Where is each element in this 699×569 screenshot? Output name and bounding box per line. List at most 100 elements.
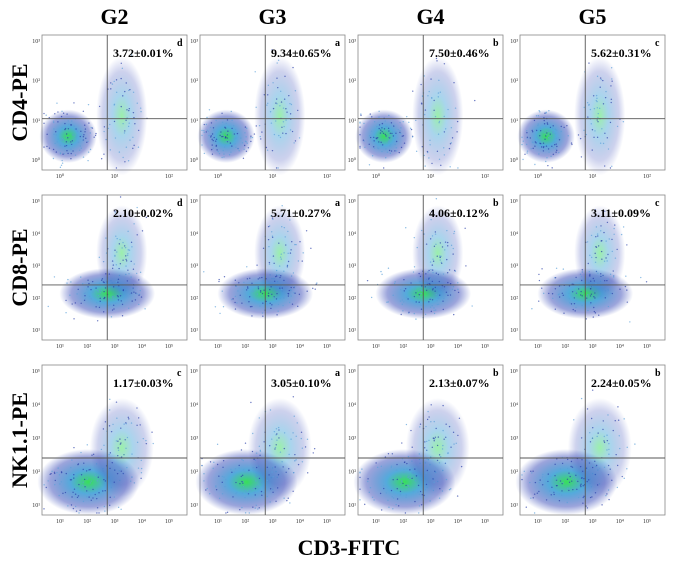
event-dot: [372, 146, 375, 148]
event-dot: [67, 505, 69, 507]
event-dot: [280, 288, 283, 291]
event-dot: [70, 142, 73, 145]
event-dot: [452, 247, 454, 250]
event-dot: [439, 256, 441, 259]
event-dot: [114, 137, 117, 139]
event-dot: [73, 125, 75, 127]
event-dot: [255, 106, 257, 108]
event-dot: [554, 463, 556, 466]
event-dot: [136, 102, 138, 104]
event-dot: [152, 442, 154, 445]
event-dot: [131, 246, 133, 248]
event-dot: [569, 475, 571, 478]
event-dot: [249, 489, 251, 492]
event-dot: [130, 260, 132, 263]
event-dot: [113, 496, 115, 498]
event-dot: [554, 308, 557, 310]
event-dot: [288, 301, 291, 304]
event-dot: [563, 126, 565, 129]
event-dot: [526, 130, 528, 132]
event-dot: [577, 288, 580, 290]
x-tick-label: 10²: [241, 519, 249, 525]
event-dot: [437, 273, 440, 276]
significance-letter: c: [655, 198, 660, 209]
event-dot: [128, 249, 131, 251]
event-dot: [442, 444, 444, 447]
event-dot: [368, 135, 371, 137]
event-dot: [413, 266, 416, 268]
event-dot: [261, 294, 263, 297]
event-dot: [289, 102, 291, 105]
event-dot: [624, 285, 627, 288]
event-dot: [241, 492, 244, 494]
event-dot: [614, 257, 617, 259]
event-dot: [215, 138, 218, 140]
event-dot: [267, 94, 269, 96]
event-dot: [373, 140, 375, 142]
event-dot: [418, 293, 420, 296]
event-dot: [599, 467, 601, 469]
event-dot: [592, 316, 595, 318]
y-tick-label: 10¹: [510, 503, 518, 509]
event-dot: [251, 136, 254, 139]
event-dot: [388, 506, 390, 508]
event-dot: [249, 296, 251, 298]
event-dot: [550, 155, 552, 158]
event-dot: [390, 465, 393, 467]
event-dot: [602, 103, 605, 105]
event-dot: [293, 142, 295, 144]
event-dot: [388, 149, 391, 152]
event-dot: [128, 418, 130, 420]
event-dot: [124, 246, 127, 249]
event-dot: [103, 153, 105, 155]
event-dot: [395, 132, 397, 134]
x-tick-label: 10³: [111, 519, 119, 525]
event-dot: [87, 103, 90, 106]
event-dot: [403, 142, 406, 144]
significance-letter: c: [655, 38, 660, 49]
event-dot: [591, 465, 593, 467]
event-dot: [61, 110, 63, 113]
event-dot: [580, 397, 583, 400]
event-dot: [580, 483, 582, 485]
event-dot: [114, 254, 116, 257]
event-dot: [124, 161, 126, 163]
event-dot: [245, 289, 248, 291]
event-dot: [67, 137, 69, 139]
event-dot: [586, 297, 588, 299]
event-dot: [436, 60, 438, 62]
event-dot: [390, 489, 393, 492]
x-tick-label: 10¹: [372, 519, 380, 525]
event-dot: [436, 255, 438, 257]
event-dot: [235, 492, 237, 495]
event-dot: [230, 151, 232, 153]
density-blob: [254, 205, 306, 301]
significance-letter: b: [493, 38, 499, 49]
x-tick-label: 10¹: [534, 344, 542, 350]
x-tick-label: 10³: [427, 344, 435, 350]
event-dot: [261, 494, 263, 496]
event-dot: [105, 273, 107, 275]
event-dot: [119, 196, 122, 198]
event-dot: [371, 155, 374, 157]
event-dot: [59, 144, 61, 147]
event-dot: [120, 508, 122, 510]
event-dot: [600, 250, 603, 253]
y-tick-label: 10⁰: [348, 157, 357, 164]
event-dot: [395, 140, 398, 143]
event-dot: [258, 445, 261, 448]
x-tick-label: 10²: [241, 344, 249, 350]
event-dot: [286, 499, 288, 502]
event-dot: [380, 270, 382, 273]
y-tick-label: 10²: [510, 79, 518, 85]
event-dot: [597, 121, 599, 123]
event-dot: [123, 245, 126, 247]
event-dot: [599, 77, 602, 79]
event-dot: [121, 247, 123, 249]
event-dot: [406, 115, 408, 118]
event-dot: [203, 131, 205, 134]
event-dot: [285, 108, 287, 110]
event-dot: [221, 290, 223, 292]
event-dot: [595, 246, 597, 248]
event-dot: [574, 289, 576, 292]
